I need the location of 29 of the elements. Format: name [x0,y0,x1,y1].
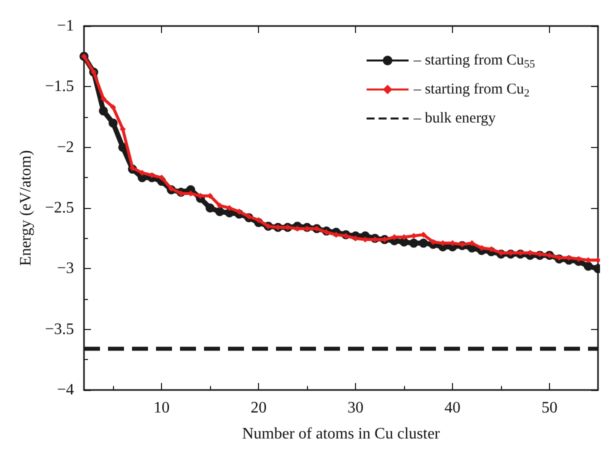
x-tick-label: 20 [250,400,267,416]
point [108,118,118,128]
x-tick-label: 50 [542,400,558,416]
legend-label: – bulk energy [412,110,496,126]
point [246,213,252,220]
point [215,207,224,216]
x-tick-label: 10 [154,400,170,416]
point [256,217,262,224]
x-tick-label: 30 [348,400,364,416]
point [323,229,330,236]
y-tick-label: −3.5 [44,320,74,338]
point [418,238,428,248]
x-tick-label: 40 [444,400,461,416]
y-tick-label: −4 [56,382,74,398]
x-axis-title: Number of atoms in Cu cluster [242,426,441,442]
point [110,104,116,110]
point [98,106,108,116]
point [168,186,174,192]
y-axis-title: Energy (eV/atom) [18,150,35,266]
y-tick-label: −3 [56,260,74,278]
point [100,96,106,102]
y-tick-label: −1 [56,18,74,34]
point [409,238,418,248]
y-tick-label: −2.5 [44,200,74,216]
y-tick-label: −2 [56,138,74,156]
point [584,262,593,271]
y-tick-label: −1.5 [44,78,74,96]
point [206,204,215,212]
point [236,208,242,215]
